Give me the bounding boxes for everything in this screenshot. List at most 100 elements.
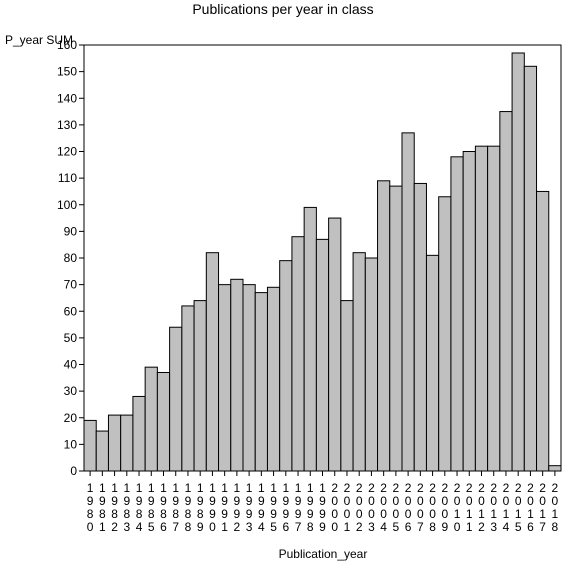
bar-2008: [425, 254, 440, 472]
bar-2006: [401, 132, 415, 472]
bar-2012: [474, 145, 489, 472]
y-tick-label-10: 10: [64, 437, 78, 451]
bar-1981: [95, 430, 109, 472]
bar-2014: [499, 111, 513, 472]
bar-2003: [364, 257, 379, 472]
bar-2002: [352, 252, 366, 472]
chart-title: Publications per year in class: [192, 1, 373, 17]
bar-1996: [279, 260, 293, 472]
bar-1985: [144, 366, 158, 472]
bar-1991: [218, 284, 232, 472]
y-tick-label-60: 60: [64, 304, 78, 318]
y-tick-label-120: 120: [57, 145, 77, 159]
bar-1992: [230, 278, 244, 472]
bar-1988: [181, 305, 195, 472]
bar-2015: [511, 52, 525, 472]
y-tick-label-50: 50: [64, 331, 78, 345]
x-axis-label: Publication_year: [279, 547, 368, 561]
bar-1999: [315, 238, 330, 472]
bar-1989: [193, 300, 207, 472]
bar-1984: [132, 395, 146, 472]
bar-1980: [83, 419, 97, 472]
bar-2007: [413, 182, 427, 472]
bar-2004: [377, 180, 391, 472]
bar-2011: [462, 151, 476, 472]
bar-2010: [450, 156, 464, 472]
y-axis-label: P_year SUM: [5, 33, 73, 47]
bar-2005: [389, 185, 403, 472]
bar-1990: [205, 252, 220, 472]
y-tick-label-110: 110: [58, 171, 77, 185]
bar-1998: [303, 206, 317, 472]
y-tick-label-40: 40: [64, 358, 78, 372]
y-tick-label-80: 80: [64, 251, 78, 265]
y-tick-label-130: 130: [57, 118, 77, 132]
bar-1994: [254, 292, 268, 472]
bar-1997: [291, 236, 305, 472]
bar-2018: [548, 465, 562, 472]
bar-2009: [438, 196, 452, 472]
y-tick-label-100: 100: [57, 198, 77, 212]
y-tick-label-0: 0: [70, 464, 77, 478]
bar-2016: [523, 65, 538, 472]
bar-1995: [266, 286, 281, 472]
bar-2000: [328, 217, 342, 472]
bar-2013: [487, 145, 501, 472]
y-tick-label-70: 70: [64, 278, 78, 292]
bar-1987: [169, 326, 183, 472]
y-tick-label-150: 150: [57, 65, 77, 79]
bar-2001: [340, 300, 354, 472]
bar-1983: [120, 414, 134, 472]
bar-1982: [107, 414, 122, 472]
y-tick-label-20: 20: [64, 411, 78, 425]
bar-1993: [242, 284, 256, 472]
bar-1986: [156, 371, 171, 472]
bar-2017: [536, 190, 550, 472]
y-tick-label-160: 160: [57, 38, 77, 52]
y-tick-label-90: 90: [64, 224, 78, 238]
plot-area: 0 10 20 30 40 50 60 70 80 90 100 110 120 130 140 150 160…: [57, 38, 562, 534]
y-tick-label-140: 140: [57, 91, 77, 105]
y-tick-label-30: 30: [64, 384, 78, 398]
